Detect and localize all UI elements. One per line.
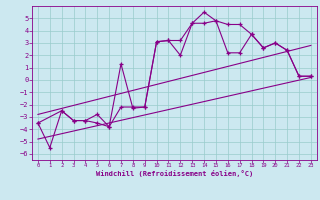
X-axis label: Windchill (Refroidissement éolien,°C): Windchill (Refroidissement éolien,°C) [96, 170, 253, 177]
